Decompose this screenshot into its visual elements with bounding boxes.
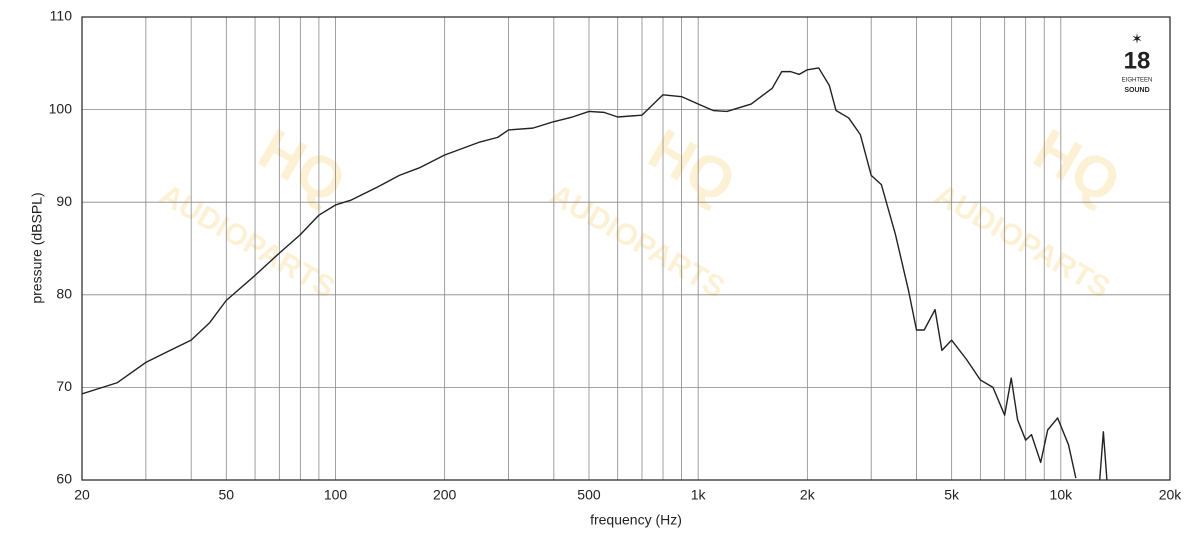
y-tick-label: 110 xyxy=(50,8,73,24)
x-tick-label: 500 xyxy=(577,487,601,503)
logo: ✶ 18 EIGHTEEN SOUND xyxy=(1122,31,1153,94)
x-tick-label: 50 xyxy=(219,487,235,503)
y-tick-label: 100 xyxy=(49,100,73,116)
y-tick-label: 60 xyxy=(56,471,72,487)
x-axis-label: frequency (Hz) xyxy=(590,512,682,528)
logo-bottom: SOUND xyxy=(1124,87,1149,94)
logo-top: EIGHTEEN xyxy=(1122,78,1153,84)
x-tick-label: 1k xyxy=(691,487,707,503)
response-line xyxy=(82,67,1108,480)
watermark-top: HQ xyxy=(248,116,356,216)
y-axis-label: pressure (dBSPL) xyxy=(29,192,45,303)
y-tick-label: 90 xyxy=(56,193,72,209)
plot-frame xyxy=(81,16,1171,481)
x-tick-label: 20k xyxy=(1159,487,1183,503)
y-tick-label: 80 xyxy=(56,286,72,302)
y-tick-label: 70 xyxy=(56,378,72,394)
x-tick-label: 200 xyxy=(433,487,457,503)
x-tick-label: 10k xyxy=(1050,487,1074,503)
x-tick-label: 5k xyxy=(944,487,960,503)
x-tick-label: 20 xyxy=(74,487,90,503)
x-tick-label: 100 xyxy=(324,487,348,503)
logo-star: ✶ xyxy=(1131,31,1143,47)
watermark-top: HQ xyxy=(638,116,746,216)
watermark-top: HQ xyxy=(1023,116,1131,216)
logo-number: 18 xyxy=(1124,47,1151,74)
x-tick-label: 2k xyxy=(800,487,816,503)
